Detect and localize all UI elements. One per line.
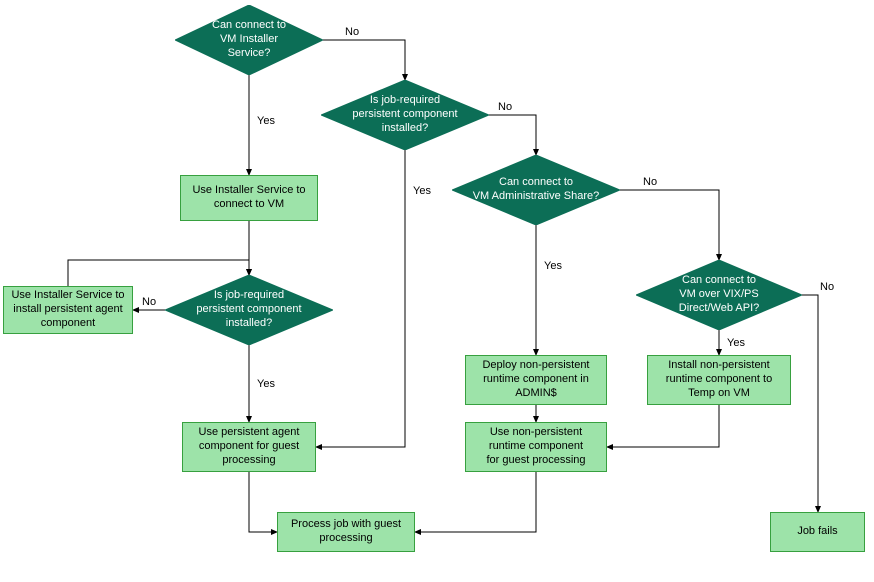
decision-d2: Is job-requiredpersistent componentinsta… bbox=[321, 80, 489, 150]
edge-label-no: No bbox=[820, 281, 834, 293]
process-p6: Use non-persistentruntime componentfor g… bbox=[465, 422, 607, 472]
edge-label-no: No bbox=[142, 296, 156, 308]
edge-14 bbox=[249, 472, 277, 532]
process-p2: Use Installer Service toinstall persiste… bbox=[3, 286, 133, 334]
edge-label-yes: Yes bbox=[727, 337, 745, 349]
node-label: Is job-requiredpersistent componentinsta… bbox=[338, 94, 471, 135]
flowchart-canvas: Yes No Yes No Yes No Yes No Yes No Can connect toV… bbox=[0, 0, 874, 582]
process-p7: Process job with guestprocessing bbox=[277, 512, 415, 552]
decision-d1: Can connect toVM InstallerService? bbox=[175, 5, 323, 75]
edge-label-no: No bbox=[643, 176, 657, 188]
edge-label-yes: Yes bbox=[544, 260, 562, 272]
decision-d4: Can connect toVM over VIX/PSDirect/Web A… bbox=[636, 260, 802, 330]
node-label: Can connect toVM InstallerService? bbox=[198, 19, 300, 60]
edge-label-no: No bbox=[498, 101, 512, 113]
process-p8: Job fails bbox=[770, 512, 865, 552]
decision-d5: Is job-requiredpersistent componentinsta… bbox=[165, 275, 333, 345]
process-p1: Use Installer Service toconnect to VM bbox=[180, 175, 318, 221]
node-label: Can connect toVM Administrative Share? bbox=[459, 176, 614, 204]
process-p5: Install non-persistentruntime component … bbox=[647, 355, 791, 405]
node-label: Can connect toVM over VIX/PSDirect/Web A… bbox=[665, 274, 774, 315]
edge-13 bbox=[607, 405, 719, 447]
decision-d3: Can connect toVM Administrative Share? bbox=[452, 155, 620, 225]
edge-8 bbox=[802, 295, 818, 512]
edge-label-yes: Yes bbox=[257, 115, 275, 127]
edge-15 bbox=[415, 472, 536, 532]
edge-label-yes: Yes bbox=[257, 378, 275, 390]
edge-label-no: No bbox=[345, 26, 359, 38]
process-p3: Use persistent agentcomponent for guestp… bbox=[182, 422, 316, 472]
edge-6 bbox=[620, 190, 719, 260]
edge-1 bbox=[323, 40, 405, 80]
edge-4 bbox=[489, 115, 536, 155]
node-label: Is job-requiredpersistent componentinsta… bbox=[182, 289, 315, 330]
process-p4: Deploy non-persistentruntime component i… bbox=[465, 355, 607, 405]
edge-label-yes: Yes bbox=[413, 185, 431, 197]
